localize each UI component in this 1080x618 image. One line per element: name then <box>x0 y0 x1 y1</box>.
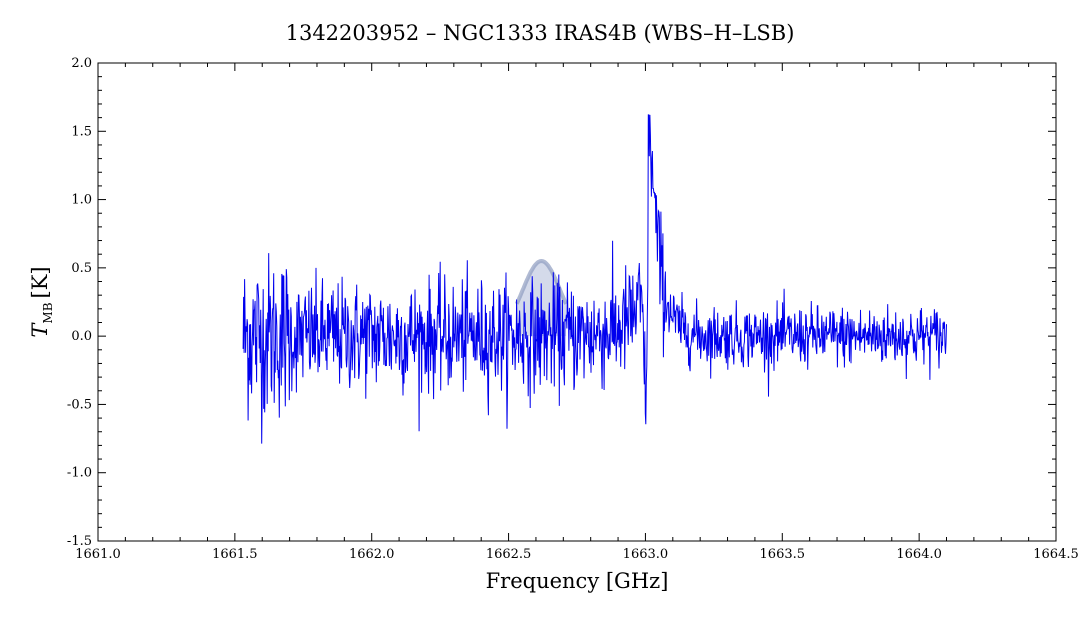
y-tick-label: 1.5 <box>71 124 92 139</box>
y-axis-title-sub: MB <box>41 302 55 323</box>
x-tick-label: 1663.5 <box>760 547 806 562</box>
spectrum-line <box>242 114 947 444</box>
y-tick-label: -1.5 <box>67 534 92 549</box>
x-tick-label: 1661.0 <box>75 547 121 562</box>
x-tick-label: 1661.5 <box>212 547 258 562</box>
y-tick-labels: 2.0 1.5 1.0 0.5 0.0 -0.5 -1.0 -1.5 <box>67 56 92 549</box>
y-tick-label: -1.0 <box>67 466 92 481</box>
y-tick-label: 1.0 <box>71 193 92 208</box>
chart-title: 1342203952 – NGC1333 IRAS4B (WBS–H–LSB) <box>286 21 795 45</box>
y-tick-label: 2.0 <box>71 56 92 71</box>
x-tick-labels: 1661.0 1662.0 1662.5 1663.0 1663.5 1664.0 1664… <box>75 547 1079 562</box>
plot-frame <box>97 62 1057 542</box>
axis-ticks <box>97 62 1057 542</box>
y-tick-label: -0.5 <box>67 397 92 412</box>
x-axis-title: Frequency [GHz] <box>486 569 669 593</box>
y-axis-title-unit: [K] <box>28 266 52 298</box>
y-tick-label: 0.5 <box>71 261 92 276</box>
x-tick-label: 1664.5 <box>1033 547 1079 562</box>
y-axis-title-main: T <box>28 322 52 338</box>
x-tick-label: 1664.0 <box>896 547 942 562</box>
x-tick-label: 1662.5 <box>486 547 532 562</box>
y-axis-title: TMB [K] <box>28 266 55 337</box>
x-tick-label: 1662.0 <box>349 547 395 562</box>
spectrum-series <box>242 114 947 444</box>
x-tick-label: 1663.0 <box>623 547 669 562</box>
y-tick-label: 0.0 <box>71 329 92 344</box>
svg-text:TMB[K]: TMB [K] <box>28 266 55 337</box>
